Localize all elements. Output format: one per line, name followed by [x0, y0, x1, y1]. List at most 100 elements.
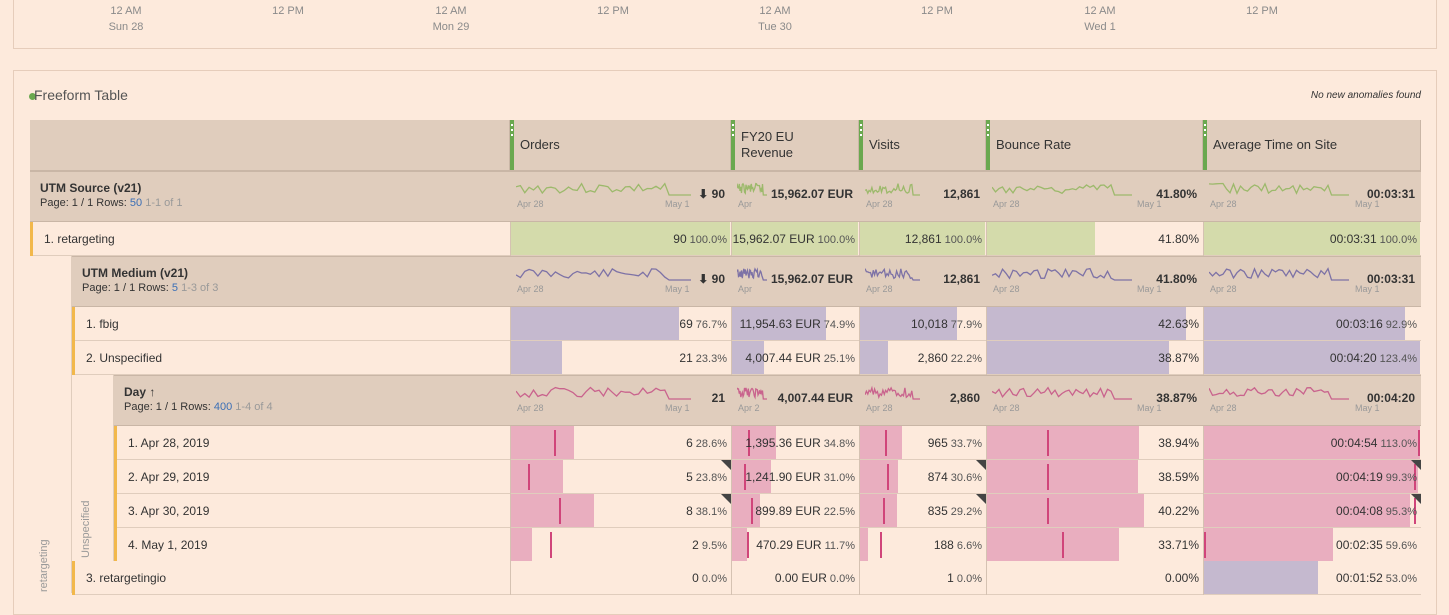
row-label[interactable]: 4. May 1, 2019 — [128, 538, 208, 552]
metric-value: 899.89 EUR — [755, 504, 821, 518]
metric-value: 38.94% — [1158, 436, 1199, 450]
column-header-avg-time[interactable]: Average Time on Site — [1203, 120, 1421, 171]
column-header-revenue[interactable]: FY20 EU Revenue — [731, 120, 859, 171]
column-divider — [510, 222, 511, 256]
cell-value-orders: 90 100.0% — [673, 222, 727, 257]
column-header-visits[interactable]: Visits — [859, 120, 986, 171]
cell-value-visits: 835 29.2% — [928, 494, 982, 529]
row-indent-marker — [114, 460, 117, 494]
total-revenue: 15,962.07 EUR — [771, 187, 853, 201]
total-value: 12,861 — [943, 272, 980, 286]
value-bar-time — [1204, 341, 1420, 374]
total-revenue: 15,962.07 EUR — [771, 272, 853, 286]
rows-label: Rows: — [138, 282, 172, 294]
sparkline-axis-end: May 1 — [665, 284, 690, 294]
rows-count-selector[interactable]: 400 — [213, 401, 233, 413]
total-orders: ⬇ 90 — [698, 272, 725, 286]
metric-value: 42.63% — [1158, 317, 1199, 331]
sparkline-bounce — [992, 386, 1132, 400]
value-bar-visits — [860, 528, 869, 561]
metric-drag-handle-icon[interactable] — [1203, 120, 1207, 170]
value-bar-time — [1204, 460, 1419, 493]
metric-percent: 38.1% — [692, 506, 727, 518]
row-label[interactable]: 1. retargeting — [44, 232, 115, 246]
sort-descending-icon[interactable]: ⬇ — [698, 187, 712, 201]
row-indent-marker — [114, 528, 117, 562]
row-label[interactable]: 3. retargetingio — [86, 571, 167, 585]
comparison-marker — [884, 430, 887, 456]
metric-drag-handle-icon[interactable] — [986, 120, 990, 170]
column-header-bounce-rate[interactable]: Bounce Rate — [986, 120, 1203, 171]
row-label[interactable]: 2. Apr 29, 2019 — [128, 470, 210, 484]
value-bar-bounce — [987, 307, 1187, 340]
total-value: 15,962.07 EUR — [770, 272, 853, 286]
metric-value: 12,861 — [904, 232, 942, 246]
row-label[interactable]: 1. Apr 28, 2019 — [128, 436, 210, 450]
rows-count-selector[interactable]: 50 — [129, 197, 143, 209]
cell-value-bounce: 40.22% — [1158, 494, 1199, 528]
row-label[interactable]: 2. Unspecified — [86, 351, 163, 365]
dimension-title[interactable]: UTM Source (v21) — [40, 181, 142, 195]
timeline-tick-label: 12 AM — [435, 5, 467, 17]
cell-value-revenue: 11,954.63 EUR 74.9% — [740, 307, 855, 342]
total-visits: 2,860 — [950, 391, 980, 405]
dimension-title[interactable]: UTM Medium (v21) — [82, 266, 189, 280]
sparkline-revenue — [737, 182, 767, 196]
column-divider — [986, 460, 987, 494]
cell-value-revenue: 15,962.07 EUR 100.0% — [733, 222, 855, 257]
comparison-marker — [554, 430, 557, 456]
anomaly-flag-icon[interactable] — [721, 460, 731, 470]
sort-descending-icon[interactable]: ⬇ — [698, 272, 712, 286]
sparkline-visits — [865, 183, 920, 196]
metric-value: 00:03:31 — [1329, 232, 1377, 246]
cell-value-revenue: 1,395.36 EUR 34.8% — [745, 426, 855, 461]
cell-value-revenue: 4,007.44 EUR 25.1% — [745, 341, 855, 376]
row-label[interactable]: 3. Apr 30, 2019 — [128, 504, 210, 518]
sparkline-orders — [516, 386, 691, 400]
row-indent-marker — [114, 426, 117, 460]
metric-value: 1,395.36 EUR — [745, 436, 821, 450]
metric-value: 0.00 EUR — [774, 571, 827, 585]
anomaly-flag-icon[interactable] — [1411, 460, 1421, 470]
row-label[interactable]: 1. fbig — [86, 317, 119, 331]
column-header-orders[interactable]: Orders — [510, 120, 731, 171]
sparkline-revenue — [737, 387, 767, 400]
value-bar-revenue — [732, 494, 761, 527]
cell-value-time: 00:03:31 100.0% — [1330, 222, 1417, 257]
sparkline-visits — [865, 385, 920, 400]
metric-percent: 33.7% — [947, 438, 982, 450]
sparkline-axis-start: Apr 28 — [866, 403, 893, 413]
total-value: 2,860 — [949, 391, 980, 405]
metric-drag-handle-icon[interactable] — [731, 120, 735, 170]
sparkline-axis-start: Apr 28 — [1210, 403, 1237, 413]
panel-title[interactable]: Freeform Table — [34, 87, 128, 103]
metric-value: 40.22% — [1158, 504, 1199, 518]
metric-drag-handle-icon[interactable] — [510, 120, 514, 170]
dimension-pagination: Page: 1 / 1 Rows: 400 1-4 of 4 — [124, 401, 273, 413]
anomaly-flag-icon[interactable] — [976, 460, 986, 470]
sparkline-axis-start: Apr 28 — [866, 199, 893, 209]
value-bar-time — [1204, 426, 1420, 459]
timeline-tick-label: 12 AM — [759, 5, 791, 17]
column-divider — [1203, 494, 1204, 528]
cell-value-time: 00:02:35 59.6% — [1336, 528, 1417, 563]
anomaly-flag-icon[interactable] — [976, 494, 986, 504]
cell-value-time: 00:03:16 92.9% — [1336, 307, 1417, 342]
comparison-marker — [550, 532, 553, 558]
sort-ascending-icon[interactable]: ↑ — [146, 385, 156, 399]
sparkline-axis-start: Apr 2 — [738, 403, 760, 413]
value-bar-orders — [511, 528, 532, 561]
metric-percent: 76.7% — [692, 319, 727, 331]
metric-value: 1 — [947, 571, 954, 585]
metric-value: 00:04:54 — [1330, 436, 1378, 450]
table-row-retargetingio[interactable] — [72, 561, 1421, 595]
anomaly-flag-icon[interactable] — [1411, 494, 1421, 504]
rows-count-selector[interactable]: 5 — [171, 282, 179, 294]
value-bar-bounce — [987, 222, 1095, 255]
column-divider — [731, 307, 732, 341]
metric-value: 00:04:08 — [1336, 504, 1383, 518]
dimension-title[interactable]: Day ↑ — [124, 385, 156, 399]
metric-drag-handle-icon[interactable] — [859, 120, 863, 170]
column-divider — [986, 426, 987, 460]
anomaly-flag-icon[interactable] — [721, 494, 731, 504]
